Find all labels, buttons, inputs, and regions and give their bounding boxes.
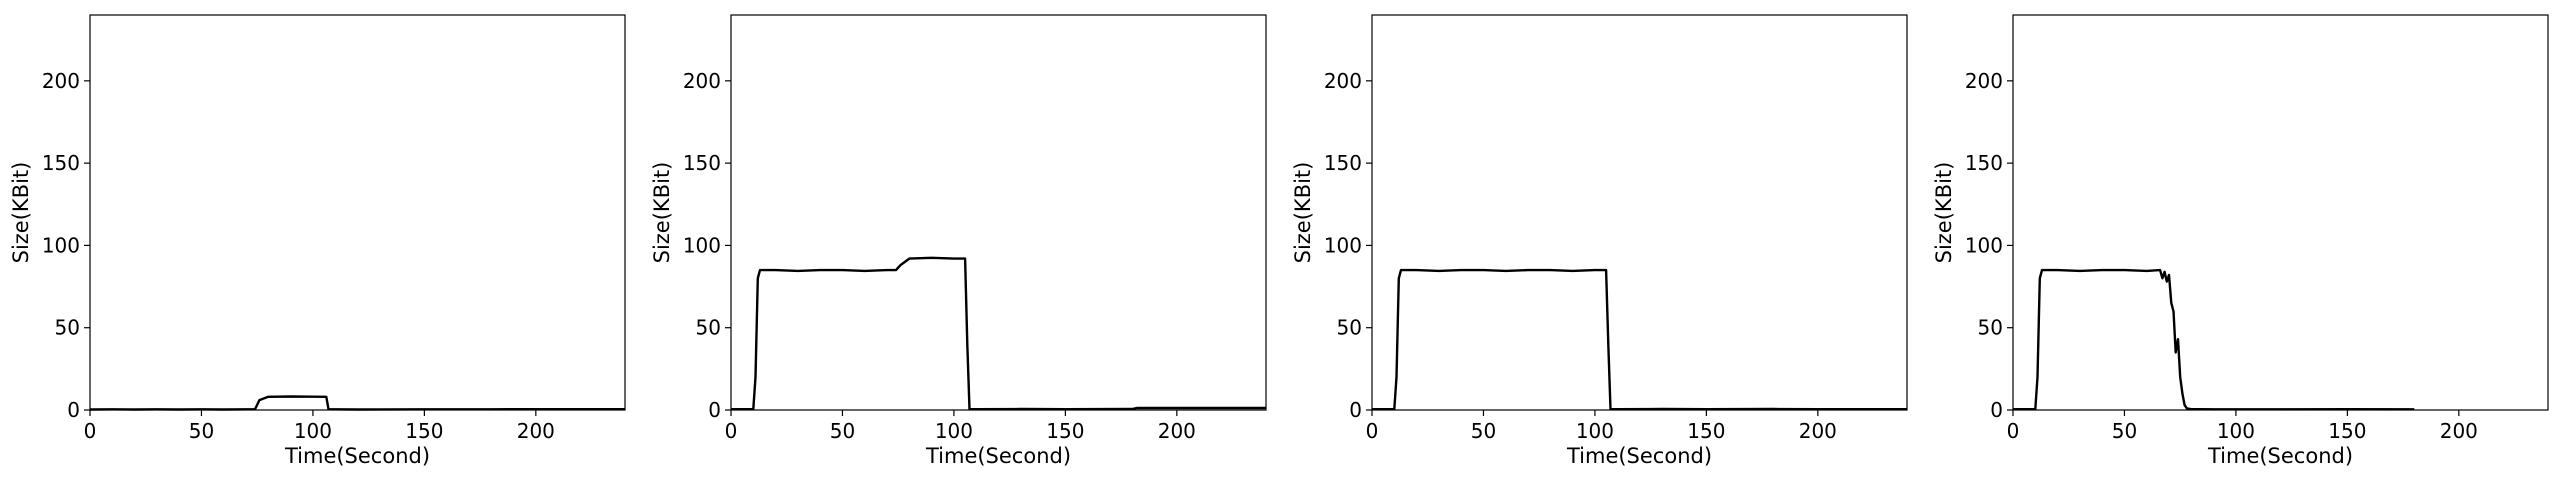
series-line-1: [2013, 268, 2415, 411]
x-tick-label: 200: [1158, 419, 1196, 443]
y-axis-label: Size(KBit): [1291, 162, 1315, 264]
y-tick-label: 150: [1324, 151, 1362, 175]
x-tick-label: 100: [294, 419, 332, 443]
x-tick-label: 150: [1046, 419, 1084, 443]
y-tick-label: 200: [42, 69, 80, 93]
y-tick-label: 200: [1324, 69, 1362, 93]
series-line-1: [89, 395, 625, 411]
x-tick-label: 150: [2328, 419, 2366, 443]
x-tick-label: 150: [405, 419, 443, 443]
plot-frame: [2012, 14, 2549, 411]
y-tick-label: 150: [683, 151, 721, 175]
x-tick-label: 0: [1366, 419, 1379, 443]
chart-panel-3: 0 50 100 150 200 0 50 100 150 200 Time(Second) Size…: [1291, 14, 1908, 468]
x-axis-label: Time(Second): [925, 444, 1071, 468]
x-tick-label: 100: [1576, 419, 1614, 443]
y-tick-label: 50: [696, 316, 721, 340]
y-tick-label: 150: [1965, 151, 2003, 175]
y-tick-label: 150: [42, 151, 80, 175]
y-axis-label: Size(KBit): [9, 162, 33, 264]
x-tick-label: 50: [830, 419, 855, 443]
y-tick-label: 0: [708, 398, 721, 422]
y-tick-label: 50: [1978, 316, 2003, 340]
plot-frame: [730, 14, 1267, 411]
y-tick-label: 50: [55, 316, 80, 340]
x-tick-label: 200: [1799, 419, 1837, 443]
x-tick-label: 200: [517, 419, 555, 443]
y-tick-label: 100: [683, 233, 721, 257]
series-line-1: [1372, 268, 1907, 411]
y-tick-label: 100: [42, 233, 80, 257]
x-axis-label: Time(Second): [284, 444, 430, 468]
x-tick-label: 50: [189, 419, 214, 443]
chart-panel-2: 0 50 100 150 200 0 50 100 150 200 Time(Second) Size…: [650, 14, 1267, 468]
y-tick-label: 200: [683, 69, 721, 93]
y-tick-label: 50: [1337, 316, 1362, 340]
x-tick-label: 0: [2007, 419, 2020, 443]
x-tick-label: 50: [1471, 419, 1496, 443]
y-tick-label: 200: [1965, 69, 2003, 93]
x-axis-label: Time(Second): [1566, 444, 1712, 468]
x-tick-label: 150: [1687, 419, 1725, 443]
y-axis-label: Size(KBit): [650, 162, 674, 264]
plot-frame: [89, 14, 626, 411]
x-tick-label: 100: [2217, 419, 2255, 443]
y-tick-label: 100: [1965, 233, 2003, 257]
series-line-1: [731, 256, 1266, 411]
chart-panel-1: 0 50 100 150 200 0 50 100 150 200 Time(Second) Size…: [9, 14, 626, 468]
y-tick-label: 0: [1990, 398, 2003, 422]
plot-frame: [1371, 14, 1908, 411]
y-axis-label: Size(KBit): [1932, 162, 1956, 264]
x-tick-label: 0: [84, 419, 97, 443]
y-tick-label: 0: [67, 398, 80, 422]
chart-panel-4: 0 50 100 150 200 0 50 100 150 200 Time(Second) Size…: [1932, 14, 2549, 468]
x-tick-label: 0: [725, 419, 738, 443]
y-tick-label: 0: [1349, 398, 1362, 422]
x-tick-label: 50: [2112, 419, 2137, 443]
x-tick-label: 100: [935, 419, 973, 443]
y-tick-label: 100: [1324, 233, 1362, 257]
x-tick-label: 200: [2440, 419, 2478, 443]
x-axis-label: Time(Second): [2207, 444, 2353, 468]
